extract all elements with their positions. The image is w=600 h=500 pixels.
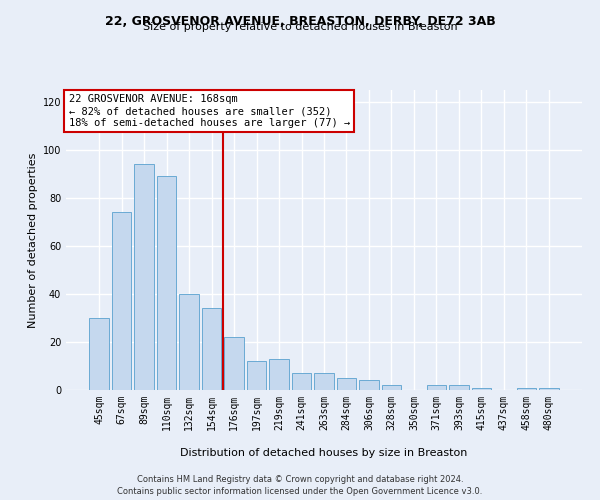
Bar <box>314 373 334 390</box>
Text: 22 GROSVENOR AVENUE: 168sqm
← 82% of detached houses are smaller (352)
18% of se: 22 GROSVENOR AVENUE: 168sqm ← 82% of det… <box>68 94 350 128</box>
Bar <box>472 388 491 390</box>
Bar <box>427 385 446 390</box>
Bar <box>224 337 244 390</box>
Bar <box>382 385 401 390</box>
Bar <box>157 176 176 390</box>
Text: 22, GROSVENOR AVENUE, BREASTON, DERBY, DE72 3AB: 22, GROSVENOR AVENUE, BREASTON, DERBY, D… <box>104 15 496 28</box>
Bar <box>359 380 379 390</box>
Bar <box>179 294 199 390</box>
Text: Distribution of detached houses by size in Breaston: Distribution of detached houses by size … <box>181 448 467 458</box>
Bar <box>292 373 311 390</box>
Bar <box>337 378 356 390</box>
Bar <box>517 388 536 390</box>
Bar <box>89 318 109 390</box>
Bar <box>202 308 221 390</box>
Y-axis label: Number of detached properties: Number of detached properties <box>28 152 38 328</box>
Bar <box>449 385 469 390</box>
Bar <box>539 388 559 390</box>
Bar <box>247 361 266 390</box>
Text: Contains HM Land Registry data © Crown copyright and database right 2024.: Contains HM Land Registry data © Crown c… <box>137 476 463 484</box>
Bar <box>112 212 131 390</box>
Text: Contains public sector information licensed under the Open Government Licence v3: Contains public sector information licen… <box>118 486 482 496</box>
Bar <box>134 164 154 390</box>
Bar <box>269 359 289 390</box>
Text: Size of property relative to detached houses in Breaston: Size of property relative to detached ho… <box>143 22 457 32</box>
